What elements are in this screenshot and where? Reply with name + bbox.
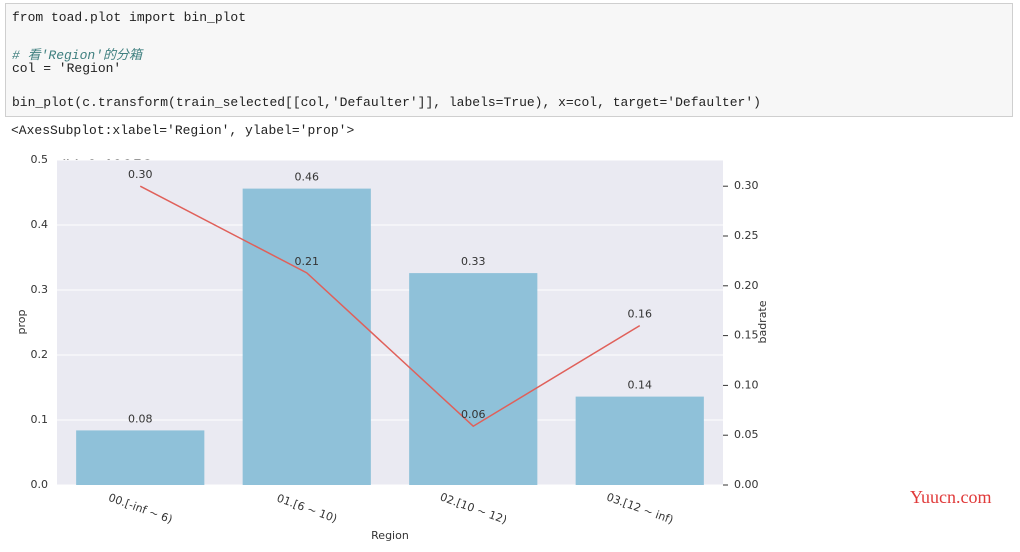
y2-tick-label: 0.30: [734, 179, 759, 192]
watermark: Yuucn.com: [910, 487, 992, 507]
y-tick-label: 0.0: [31, 478, 49, 491]
y2-tick-label: 0.10: [734, 378, 759, 391]
code-line: col = 'Region': [12, 61, 122, 76]
y-tick-label: 0.1: [31, 413, 49, 426]
data-label: 0.14: [628, 379, 653, 392]
bar: [76, 430, 205, 485]
output-text: <AxesSubplot:xlabel='Region', ylabel='pr…: [11, 123, 355, 138]
code-line: bin_plot(c.transform(train_selected[[col…: [12, 95, 761, 110]
x-tick-label: 00.[-inf ~ 6): [107, 491, 175, 526]
x-tick-label: 01.[6 ~ 10): [275, 492, 339, 526]
line: [139, 185, 641, 428]
code-line: from toad.plot import bin_plot: [12, 10, 247, 25]
y2-tick-label: 0.20: [734, 279, 759, 292]
y-tick-label: 0.4: [31, 218, 49, 231]
code-comment: # 看'Region'的分箱: [12, 48, 143, 63]
data-label: 0.06: [461, 408, 486, 421]
data-label: 0.30: [128, 168, 153, 181]
bar: [575, 396, 704, 485]
y-axis-label: prop: [15, 309, 28, 334]
bar: [409, 273, 538, 485]
y-tick-label: 0.2: [31, 348, 49, 361]
y2-tick-label: 0.25: [734, 229, 759, 242]
code-cell[interactable]: from toad.plot import bin_plot # 看'Regio…: [5, 3, 1013, 117]
data-label: 0.46: [295, 171, 320, 184]
y2-tick-label: 0.00: [734, 478, 759, 491]
y-tick-label: 0.5: [31, 153, 49, 166]
y2-axis-label: badrate: [756, 300, 769, 343]
data-label: 0.21: [295, 255, 320, 268]
data-label: 0.33: [461, 255, 486, 268]
data-label: 0.16: [628, 308, 653, 321]
x-tick-label: 03.[12 ~ inf): [605, 490, 675, 526]
x-axis-label: Region: [371, 529, 409, 542]
data-label: 0.08: [128, 412, 153, 425]
y2-tick-label: 0.15: [734, 329, 759, 342]
x-tick-label: 02.[10 ~ 12): [438, 490, 508, 526]
chart: IV: 0.40952 Region prop badrate 0.00.10.…: [15, 153, 769, 542]
y2-tick-label: 0.05: [734, 428, 759, 441]
bar: [242, 188, 371, 485]
y-tick-label: 0.3: [31, 283, 49, 296]
